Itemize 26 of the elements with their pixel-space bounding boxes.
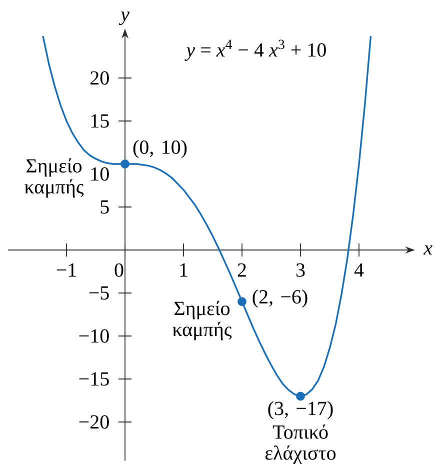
point	[120, 160, 130, 168]
annotation: Σημείο καμπής	[24, 158, 84, 198]
annotation: (3, −17)	[268, 401, 333, 420]
chart-title: y = x$^{4}$ − 4 x$^{3}$ + 10	[184, 40, 326, 61]
y-axis-title: y	[118, 12, 130, 26]
x-tick-label: 3	[296, 263, 305, 277]
annotation: Σημείο καμπής	[172, 300, 232, 340]
x-tick-label: 4	[354, 263, 364, 277]
x-axis-title: x	[423, 245, 432, 255]
y-tick-label: 20	[90, 71, 109, 85]
y-tick-label: 5	[100, 200, 109, 214]
y-tick-label: −20	[79, 415, 109, 429]
x-tick-label: 0	[114, 263, 124, 277]
y-tick-label: −5	[89, 286, 109, 300]
annotation: Τοπικό ελάχιστο	[265, 424, 336, 464]
x-tick-label: 1	[180, 263, 188, 277]
y-tick-label: 10	[91, 167, 109, 181]
x-tick-label: 2	[238, 263, 246, 277]
point	[238, 297, 246, 306]
x-tick-label: −1	[56, 263, 76, 277]
y-tick-label: −10	[79, 329, 109, 343]
y-tick-label: 15	[91, 114, 109, 128]
annotation: (0, 10)	[133, 140, 187, 158]
point	[296, 392, 305, 401]
annotation: (2, −6)	[252, 290, 308, 308]
y-tick-label: −15	[79, 372, 109, 386]
